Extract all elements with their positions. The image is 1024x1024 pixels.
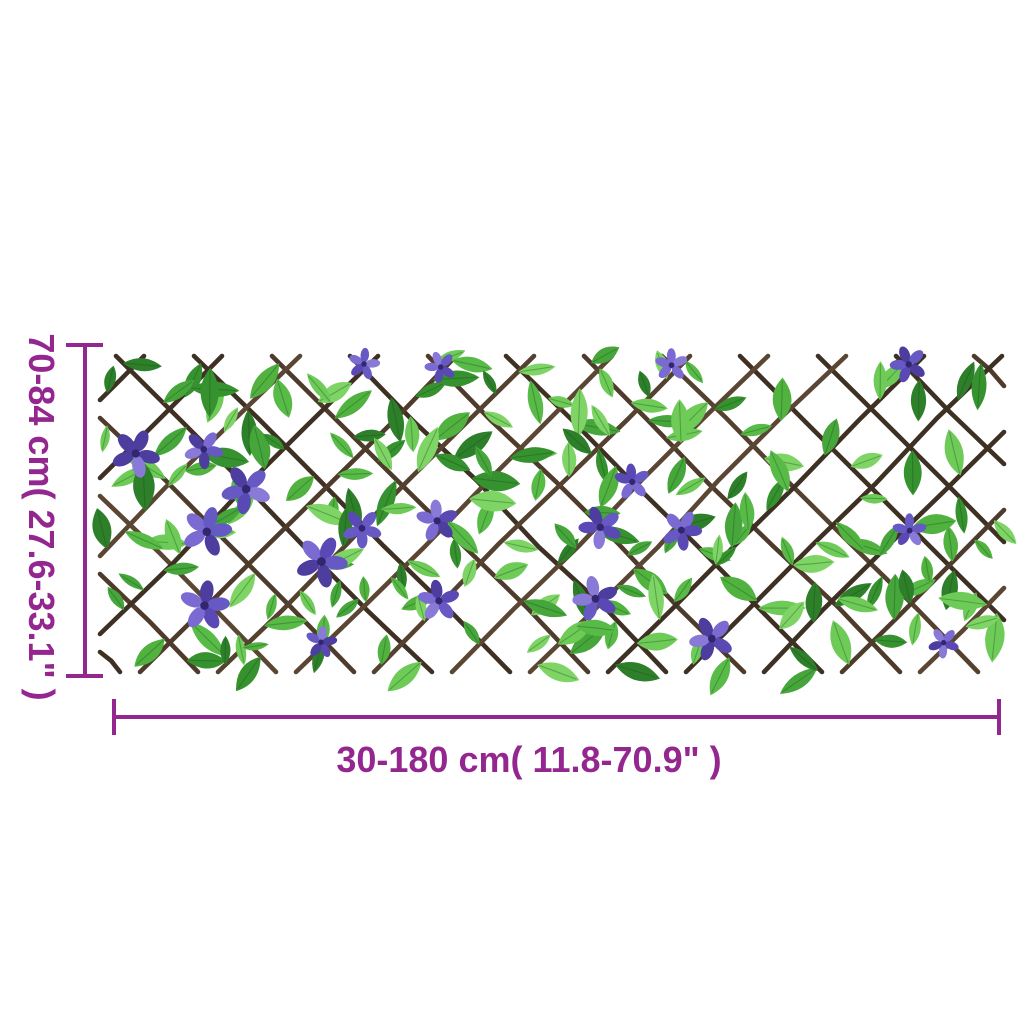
vertical-dimension-cap-bottom [66,674,103,678]
vertical-dimension-cap-top [66,343,103,347]
horizontal-dimension-cap-left [112,699,116,735]
vertical-dimension-line [83,343,87,677]
width-dimension-label: 30-180 cm( 11.8-70.9" ) [336,739,722,780]
horizontal-dimension-line [113,715,1000,719]
horizontal-dimension-cap-right [997,699,1001,735]
height-dimension-label: 70-84 cm( 27.6-33.1" ) [21,333,62,701]
